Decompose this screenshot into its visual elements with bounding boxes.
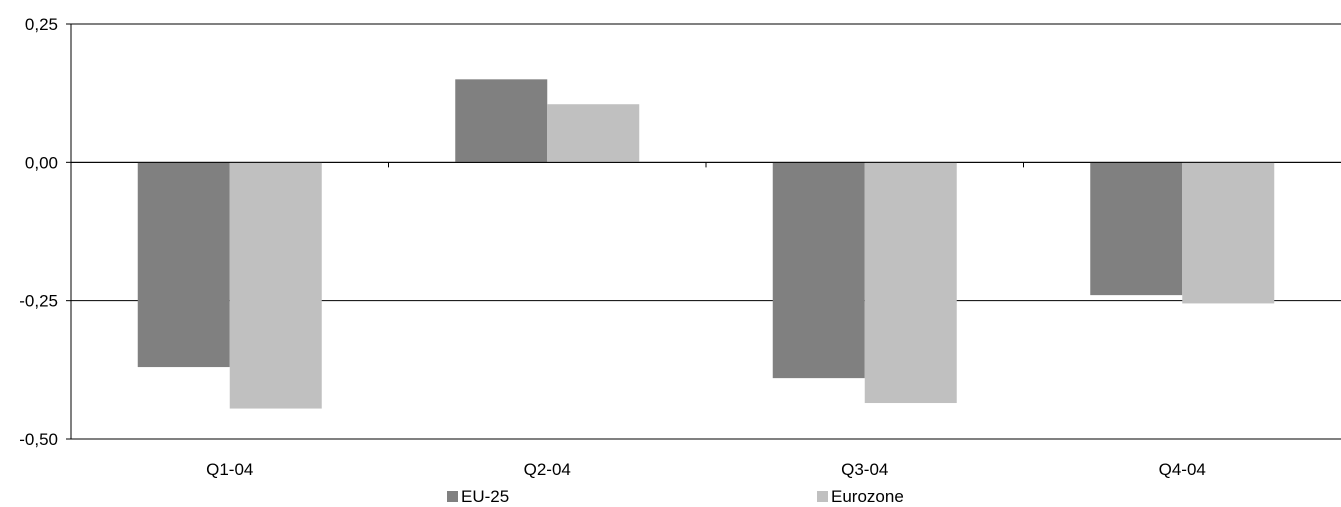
x-tick-label: Q3-04	[841, 460, 888, 479]
y-axis-labels: 0,25 0,00 -0,25 -0,50	[19, 15, 58, 449]
legend: EU-25 Eurozone	[447, 487, 904, 506]
bar-eurozone-q2-04	[547, 104, 640, 163]
axes	[66, 23, 1341, 440]
bar-eurozone-q1-04	[229, 162, 322, 409]
y-tick-label: 0,00	[25, 153, 58, 172]
bar-eu-25-q3-04	[772, 162, 865, 379]
y-tick-label: 0,25	[25, 15, 58, 34]
x-tick-label: Q4-04	[1159, 460, 1206, 479]
bar-eurozone-q4-04	[1182, 162, 1275, 304]
bars	[137, 79, 1275, 409]
legend-swatch-eurozone	[817, 491, 828, 502]
legend-label: Eurozone	[831, 487, 904, 506]
x-tick-label: Q2-04	[524, 460, 571, 479]
legend-swatch-eu-25	[447, 491, 458, 502]
bar-eu-25-q2-04	[455, 79, 548, 163]
legend-label: EU-25	[461, 487, 509, 506]
bar-eu-25-q1-04	[137, 162, 230, 368]
x-axis-labels: Q1-04 Q2-04 Q3-04 Q4-04	[206, 460, 1206, 479]
x-tick-label: Q1-04	[206, 460, 253, 479]
bar-eu-25-q4-04	[1090, 162, 1183, 296]
bar-eurozone-q3-04	[864, 162, 957, 404]
y-tick-label: -0,25	[19, 292, 58, 311]
y-tick-label: -0,50	[19, 430, 58, 449]
